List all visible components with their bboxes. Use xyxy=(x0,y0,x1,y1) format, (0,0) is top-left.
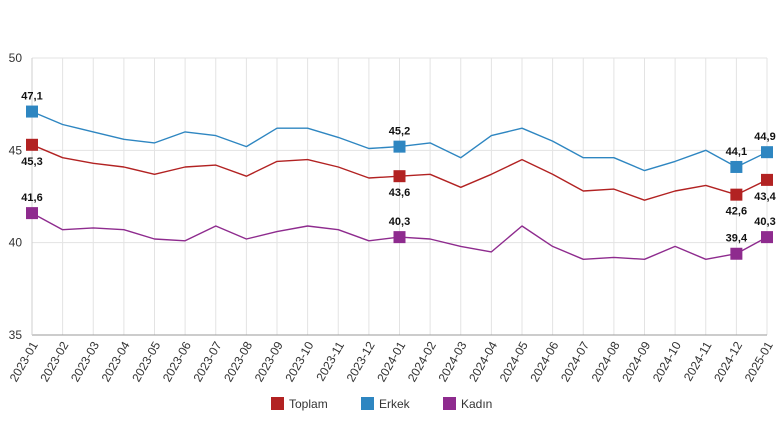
data-label: 40,3 xyxy=(754,216,775,228)
data-label: 43,6 xyxy=(389,187,410,199)
data-label: 44,9 xyxy=(754,131,775,143)
x-tick-label: 2023-07 xyxy=(190,339,224,384)
data-marker xyxy=(761,173,773,186)
x-tick-label: 2024-09 xyxy=(619,339,653,384)
x-tick-label: 2024-12 xyxy=(711,339,745,384)
x-tick-label: 2024-07 xyxy=(558,339,592,384)
data-label: 43,4 xyxy=(754,191,776,203)
legend-swatch xyxy=(443,397,456,410)
data-marker xyxy=(26,207,38,220)
x-tick-label: 2023-02 xyxy=(37,339,71,384)
x-tick-label: 2024-05 xyxy=(497,339,531,384)
data-marker xyxy=(761,146,773,159)
x-tick-label: 2023-03 xyxy=(68,339,102,384)
x-tick-label: 2024-11 xyxy=(681,339,715,384)
data-marker xyxy=(26,138,38,151)
x-tick-label: 2023-08 xyxy=(221,339,255,384)
y-tick-label: 40 xyxy=(9,236,23,250)
data-marker xyxy=(730,247,743,260)
legend-label: Kadın xyxy=(461,397,492,411)
data-label: 44,1 xyxy=(726,146,747,158)
data-label: 41,6 xyxy=(21,192,42,204)
data-label: 42,6 xyxy=(726,206,747,218)
legend-label: Erkek xyxy=(379,397,411,411)
x-tick-label: 2024-10 xyxy=(650,339,684,384)
x-tick-label: 2023-11 xyxy=(313,339,347,384)
data-marker xyxy=(761,231,773,244)
x-tick-label: 2025-01 xyxy=(742,339,776,384)
data-label: 45,3 xyxy=(21,156,42,168)
y-tick-label: 50 xyxy=(9,51,23,65)
y-tick-label: 35 xyxy=(9,328,23,342)
x-tick-label: 2024-03 xyxy=(435,339,469,384)
x-tick-label: 2023-09 xyxy=(252,339,286,384)
data-label: 45,2 xyxy=(389,126,410,138)
x-tick-label: 2023-04 xyxy=(99,339,133,384)
x-tick-label: 2024-02 xyxy=(405,339,439,384)
x-tick-label: 2023-05 xyxy=(129,339,163,384)
data-marker xyxy=(730,188,743,201)
legend-label: Toplam xyxy=(289,397,328,411)
x-tick-label: 2024-06 xyxy=(527,339,561,384)
y-tick-label: 45 xyxy=(9,143,23,157)
x-tick-label: 2023-01 xyxy=(7,339,41,384)
x-tick-label: 2023-12 xyxy=(344,339,378,384)
x-tick-label: 2023-10 xyxy=(282,339,316,384)
data-label: 40,3 xyxy=(389,216,410,228)
data-marker xyxy=(26,105,38,118)
data-label: 47,1 xyxy=(21,91,42,103)
data-marker xyxy=(393,140,406,153)
data-marker xyxy=(393,170,406,183)
legend-swatch xyxy=(271,397,284,410)
x-tick-label: 2024-04 xyxy=(466,339,500,384)
data-marker xyxy=(393,231,406,244)
data-marker xyxy=(730,160,743,173)
legend-swatch xyxy=(361,397,374,410)
x-tick-label: 2024-08 xyxy=(589,339,623,384)
x-tick-label: 2023-06 xyxy=(160,339,194,384)
x-tick-label: 2024-01 xyxy=(374,339,408,384)
data-label: 39,4 xyxy=(726,233,748,245)
